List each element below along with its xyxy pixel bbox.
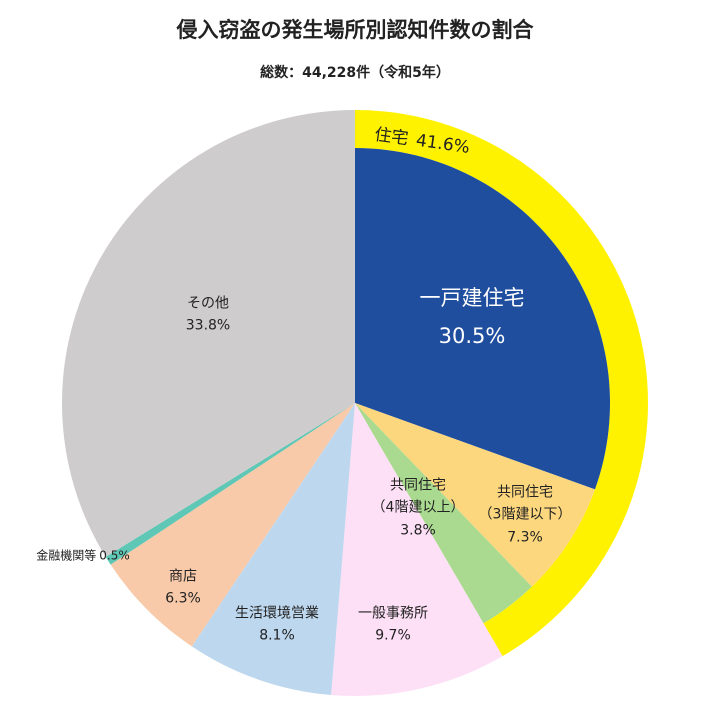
- slice-label: 商店 6.3%: [165, 566, 201, 611]
- pie-slice: [331, 403, 503, 696]
- slice-label: 共同住宅 （3階建以下） 7.3%: [479, 481, 572, 548]
- category-label: 金融機関等: [36, 548, 97, 563]
- category-label: 一戸建住宅: [419, 286, 525, 311]
- slice-label: 共同住宅 （4階建以上） 3.8%: [372, 474, 465, 541]
- value-label: 7.3%: [507, 529, 543, 546]
- pie-slice: [355, 403, 532, 624]
- pie-slice: [110, 403, 355, 647]
- category-label: 共同住宅 （3階建以下）: [478, 484, 572, 523]
- pie-slice: [61, 110, 355, 557]
- category-label: 共同住宅 （4階建以上）: [371, 477, 465, 516]
- slice-label: 金融機関等 0.5%: [36, 546, 130, 565]
- value-label: 0.5%: [99, 548, 130, 563]
- category-label: その他: [186, 295, 229, 312]
- pie-slice: [355, 148, 611, 490]
- value-label: 9.7%: [375, 628, 411, 644]
- category-label: 生活環境営業: [235, 605, 319, 622]
- value-label: 6.3%: [165, 591, 201, 607]
- category-label: 商店: [168, 568, 197, 585]
- value-label: 30.5%: [438, 324, 506, 348]
- value-label: 8.1%: [259, 628, 295, 644]
- pie-slice: [105, 403, 355, 565]
- highlight-name: 住宅: [373, 124, 410, 150]
- pie-slice: [355, 403, 595, 587]
- slice-label: 一般事務所 9.7%: [358, 603, 428, 648]
- value-label: 3.8%: [400, 522, 436, 539]
- slice-label: その他 33.8%: [186, 293, 230, 338]
- value-label: 33.8%: [185, 318, 231, 334]
- highlight-ring: [355, 110, 648, 657]
- category-label: 一般事務所: [358, 605, 428, 622]
- pie-slice: [191, 403, 355, 696]
- slice-label: 一戸建住宅 30.5%: [420, 280, 525, 356]
- slice-label: 生活環境営業 8.1%: [235, 603, 319, 648]
- chart-title: 侵入窃盗の発生場所別認知件数の割合: [176, 18, 534, 42]
- chart-subtitle: 総数：44,228件（令和5年）: [260, 65, 450, 81]
